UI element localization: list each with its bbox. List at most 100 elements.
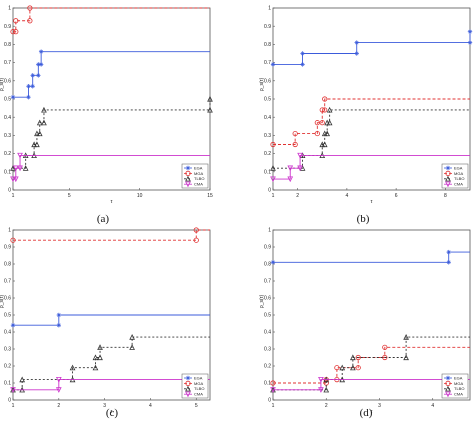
data-point-ega: [36, 62, 41, 67]
data-point-cma: [55, 376, 62, 383]
y-tick-label: 0.8: [4, 262, 11, 268]
data-point-mga: [27, 5, 33, 11]
y-tick-label: 0.9: [264, 245, 271, 251]
y-tick-label: 1: [268, 6, 271, 12]
y-tick-label: 0.5: [264, 313, 271, 319]
y-tick-label: 0.7: [4, 279, 11, 285]
legend-marker-tlbo: [445, 385, 451, 392]
legend-label-tlbo: TLBO: [454, 176, 464, 181]
data-point-ega: [467, 40, 473, 45]
x-tick-label: 1: [12, 193, 15, 199]
x-axis-label: τ: [111, 409, 113, 415]
data-point-ega: [446, 260, 451, 265]
data-point-tlbo: [10, 165, 16, 171]
data-point-tlbo: [97, 354, 103, 361]
series-line-ega: [273, 31, 471, 65]
y-tick-label: 0.3: [4, 133, 11, 139]
y-tick-label: 0.6: [264, 296, 271, 302]
data-point-tlbo: [270, 165, 276, 171]
y-axis-label: ρ_s(τ): [259, 294, 265, 308]
x-tick-label: 8: [444, 193, 447, 199]
chart-panel-3: 0 0.1 0.2 0.3 0.4 0.5 0.6 0.7 0.8 0.9 1 1 2 3 4 5 τ ρ_s(τ…: [0, 227, 211, 419]
x-tick-label: 2: [296, 193, 299, 199]
y-tick-label: 0.8: [4, 42, 11, 48]
data-point-tlbo: [207, 95, 213, 102]
legend-marker-tlbo: [185, 175, 191, 182]
legend-label-ega: EGA: [194, 165, 203, 170]
chart-panel-1: 00.10.20.30.40.50.60.70.80.911 5 10 15τρ_s(…: [0, 5, 213, 225]
series-line-ega: [13, 51, 210, 98]
data-point-cma: [10, 387, 16, 393]
y-tick-label: 0.8: [264, 262, 271, 268]
x-tick-label: 5: [195, 403, 198, 409]
data-point-ega: [446, 249, 451, 255]
data-point-ega: [354, 51, 359, 56]
legend-marker-cma: [445, 181, 451, 188]
data-point-cma: [55, 387, 62, 393]
y-tick-label: 0.5: [264, 97, 271, 103]
x-tick-label: 3: [378, 403, 381, 409]
data-point-tlbo: [326, 106, 333, 113]
legend-marker-tlbo: [445, 175, 451, 182]
plot-area-frame: [12, 7, 211, 191]
data-point-cma: [12, 176, 19, 183]
legend-label-cma: CMA: [194, 392, 203, 397]
data-point-tlbo: [403, 354, 409, 361]
chart-panel-4: 0 0.1 0.2 0.3 0.4 0.5 0.6 0.7 0.8 0.9 1 1 2 3 4 τ ρ_s(τ)…: [259, 228, 471, 419]
data-point-ega: [56, 323, 62, 328]
legend-marker-mga: [445, 380, 451, 386]
x-tick-label: 15: [207, 193, 213, 199]
y-tick-label: 0: [8, 188, 11, 194]
data-point-ega: [354, 40, 359, 45]
data-point-cma: [318, 376, 324, 383]
data-point-mga: [322, 107, 328, 113]
data-point-ega: [38, 49, 44, 54]
legend-marker-mga: [185, 170, 191, 176]
y-tick-label: 0.2: [264, 151, 271, 157]
y-tick-label: 0.1: [264, 169, 271, 175]
data-point-ega: [26, 84, 31, 89]
x-tick-label: 2: [325, 403, 328, 409]
legend-marker-mga: [445, 170, 451, 176]
data-point-tlbo: [31, 141, 37, 148]
legend-marker-ega: [185, 165, 191, 171]
legend-label-cma: CMA: [454, 182, 463, 187]
data-point-cma: [12, 165, 19, 172]
data-point-tlbo: [41, 106, 47, 113]
panel-caption: (b): [357, 213, 370, 225]
data-point-cma: [10, 176, 16, 183]
series-line-cma: [273, 154, 470, 180]
data-point-mga: [13, 18, 19, 24]
x-axis-label: τ: [371, 409, 373, 415]
panel-caption: (d): [360, 407, 373, 419]
data-point-ega: [30, 73, 35, 78]
series-line-cma: [13, 154, 210, 180]
legend-marker-ega: [185, 375, 191, 381]
legend-label-mga: MGA: [454, 381, 463, 386]
data-point-ega: [467, 29, 473, 34]
data-point-tlbo: [22, 165, 29, 171]
data-point-mga: [382, 344, 388, 350]
series-line-mga: [13, 229, 210, 241]
legend-marker-cma: [185, 391, 191, 398]
y-tick-label: 0: [268, 398, 271, 404]
legend-marker-ega: [445, 165, 451, 171]
x-tick-label: 10: [137, 193, 143, 199]
data-point-tlbo: [97, 344, 103, 350]
y-tick-label: 0.3: [264, 347, 271, 353]
data-point-tlbo: [324, 130, 331, 137]
legend-label-mga: MGA: [454, 171, 463, 176]
data-point-tlbo: [326, 119, 333, 126]
data-point-ega: [270, 260, 276, 265]
y-tick-label: 1: [268, 228, 271, 234]
legend-marker-cma: [185, 181, 191, 188]
y-tick-label: 0: [8, 398, 11, 404]
data-point-mga: [319, 120, 325, 126]
data-point-cma: [270, 387, 276, 393]
y-tick-label: 0.6: [4, 78, 11, 84]
data-point-cma: [287, 165, 294, 172]
data-point-ega: [270, 62, 276, 67]
y-axis-label: ρ_s(τ): [0, 77, 5, 91]
data-point-mga: [322, 96, 328, 102]
